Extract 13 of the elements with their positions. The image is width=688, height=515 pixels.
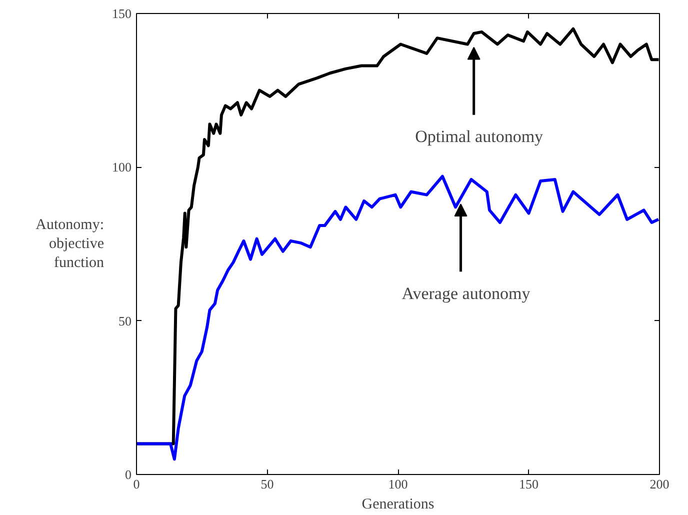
y-axis-title: Autonomy: objective function — [36, 216, 104, 272]
line-series — [136, 174, 660, 461]
y-tick-label: 50 — [118, 313, 132, 328]
annotation: Average autonomy — [402, 284, 531, 303]
y-tick-label: 0 — [125, 467, 132, 482]
x-tick-label: 200 — [650, 476, 670, 492]
x-tick-label: 150 — [519, 476, 538, 492]
x-axis-title: Generations — [362, 496, 434, 512]
x-tick-label: 100 — [388, 476, 408, 492]
y-tick-label: 150 — [112, 6, 132, 21]
y-tick-label: 100 — [112, 160, 132, 175]
x-tick-label: 50 — [260, 476, 274, 492]
annotation: Optimal autonomy — [415, 127, 544, 146]
